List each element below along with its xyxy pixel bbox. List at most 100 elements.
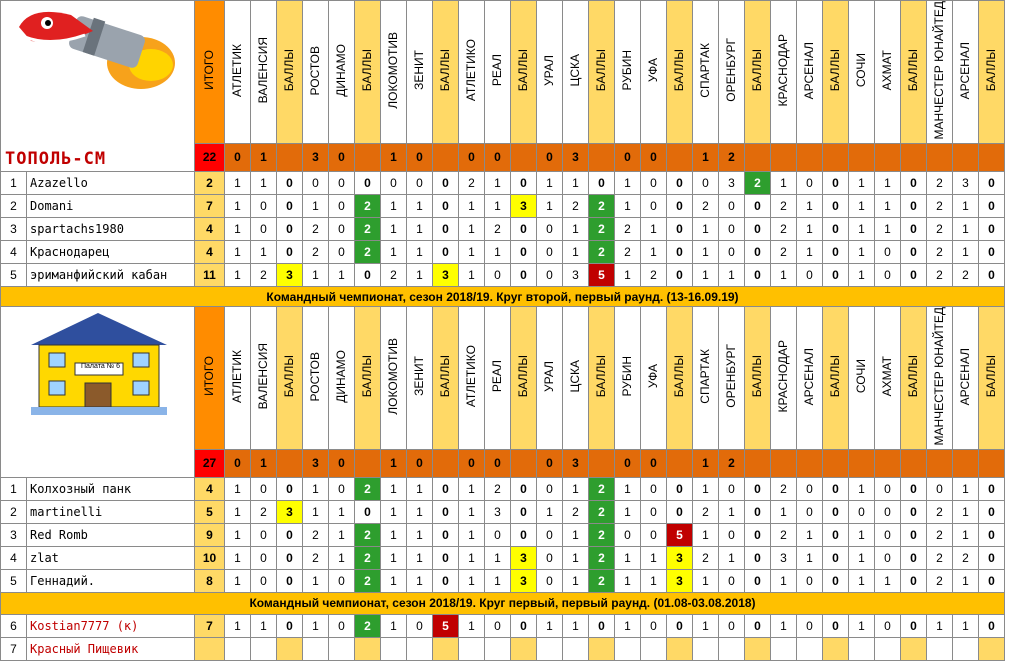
pick-home: 1 — [692, 216, 719, 241]
match-score-away: 2 — [718, 142, 745, 172]
pick-balls: 0 — [744, 499, 771, 524]
team-header: ЛОКОМОТИВ — [380, 306, 407, 450]
match-score-home — [926, 142, 953, 172]
match-score-away: 0 — [328, 142, 355, 172]
team-header: РУБИН — [614, 306, 641, 450]
team-logo-text: ТОПОЛЬ-СМ — [5, 148, 107, 169]
pick-away: 1 — [874, 568, 901, 593]
pick-away: 1 — [562, 239, 589, 264]
match-score-balls — [588, 448, 615, 478]
pick-away: 1 — [952, 522, 979, 547]
balls-header: БАЛЛЫ — [900, 0, 927, 144]
pick-away: 0 — [250, 476, 277, 501]
pick-away: 2 — [952, 262, 979, 287]
match-score-home: 0 — [224, 142, 251, 172]
match-score-home: 0 — [536, 448, 563, 478]
pick-home: 1 — [848, 568, 875, 593]
pick-home: 2 — [692, 193, 719, 218]
pick-balls — [588, 636, 615, 661]
pick-balls: 0 — [666, 613, 693, 638]
player-total: 5 — [194, 499, 225, 524]
player-row: 4 zlat 10 1 0 0 2 1 2 1 1 0 1 1 3 0 1 2 1 1 3 2 1 0 3 1 0 1 0 0 2 2 0 — [0, 545, 1005, 570]
pick-balls: 0 — [588, 613, 615, 638]
pick-home: 1 — [692, 568, 719, 593]
match-score-home — [848, 142, 875, 172]
pick-balls: 0 — [510, 216, 537, 241]
pick-home: 1 — [614, 568, 641, 593]
pick-away — [484, 636, 511, 661]
balls-header: БАЛЛЫ — [744, 0, 771, 144]
match-score-row: 22 0 1 3 0 1 0 0 0 0 3 0 0 1 2 — [1, 142, 1005, 172]
pick-home: 1 — [614, 499, 641, 524]
match-score-home: 1 — [692, 142, 719, 172]
pick-home: 1 — [848, 476, 875, 501]
team-header: АРСЕНАЛ — [796, 0, 823, 144]
pick-home: 1 — [380, 239, 407, 264]
pick-balls: 0 — [978, 262, 1005, 287]
pick-balls: 0 — [276, 568, 303, 593]
pick-away: 1 — [562, 613, 589, 638]
pick-home: 1 — [614, 262, 641, 287]
balls-header: БАЛЛЫ — [510, 0, 537, 144]
pick-balls — [276, 636, 303, 661]
pick-away: 0 — [328, 216, 355, 241]
player-number: 4 — [0, 239, 27, 264]
pick-balls: 0 — [510, 170, 537, 195]
player-number: 5 — [0, 262, 27, 287]
team-header: АТЛЕТИКО — [458, 306, 485, 450]
match-score-balls — [510, 142, 537, 172]
player-number: 2 — [0, 193, 27, 218]
pick-home: 1 — [224, 476, 251, 501]
pick-away: 2 — [484, 476, 511, 501]
pick-away: 1 — [250, 613, 277, 638]
balls-header: БАЛЛЫ — [432, 0, 459, 144]
player-total: 10 — [194, 545, 225, 570]
player-number: 7 — [0, 636, 27, 661]
pick-balls: 0 — [900, 239, 927, 264]
pick-away — [250, 636, 277, 661]
pick-away: 2 — [562, 499, 589, 524]
pick-away: 1 — [328, 262, 355, 287]
pick-home: 1 — [380, 613, 407, 638]
player-row: 5 Геннадий. 8 1 0 0 1 0 2 1 1 0 1 1 3 0 1 2 1 1 3 1 0 0 1 0 0 1 1 0 2 1… — [0, 568, 1005, 593]
pick-balls: 0 — [510, 613, 537, 638]
pick-away: 0 — [640, 193, 667, 218]
pick-balls: 0 — [900, 262, 927, 287]
balls-header: БАЛЛЫ — [354, 306, 381, 450]
pick-home — [926, 636, 953, 661]
pick-away: 1 — [484, 568, 511, 593]
team-header: АРСЕНАЛ — [796, 306, 823, 450]
pick-away: 0 — [718, 522, 745, 547]
match-score-away: 0 — [640, 142, 667, 172]
pick-balls: 5 — [432, 613, 459, 638]
pick-home: 0 — [536, 568, 563, 593]
player-total: 4 — [194, 239, 225, 264]
pick-balls: 0 — [666, 193, 693, 218]
player-name: Azazello — [26, 170, 195, 195]
pick-home: 2 — [614, 216, 641, 241]
pick-balls: 0 — [978, 499, 1005, 524]
pick-away: 1 — [874, 193, 901, 218]
player-name: эриманфийский кабан — [26, 262, 195, 287]
pick-home: 1 — [848, 522, 875, 547]
pick-away: 2 — [640, 262, 667, 287]
player-name: Red Romb — [26, 522, 195, 547]
pick-balls: 0 — [432, 499, 459, 524]
pick-home: 1 — [224, 193, 251, 218]
pick-away: 1 — [250, 170, 277, 195]
pick-away: 0 — [640, 613, 667, 638]
pick-balls: 0 — [978, 522, 1005, 547]
pick-balls: 0 — [276, 216, 303, 241]
pick-away: 0 — [328, 239, 355, 264]
pick-home: 0 — [848, 499, 875, 524]
player-total: 11 — [194, 262, 225, 287]
pick-home: 1 — [224, 239, 251, 264]
pick-balls: 0 — [900, 613, 927, 638]
pick-balls: 0 — [432, 568, 459, 593]
pick-away: 1 — [562, 216, 589, 241]
pick-home: 1 — [224, 522, 251, 547]
pick-balls: 0 — [432, 476, 459, 501]
pick-balls: 0 — [744, 262, 771, 287]
pick-balls: 0 — [822, 262, 849, 287]
pick-home: 1 — [692, 476, 719, 501]
